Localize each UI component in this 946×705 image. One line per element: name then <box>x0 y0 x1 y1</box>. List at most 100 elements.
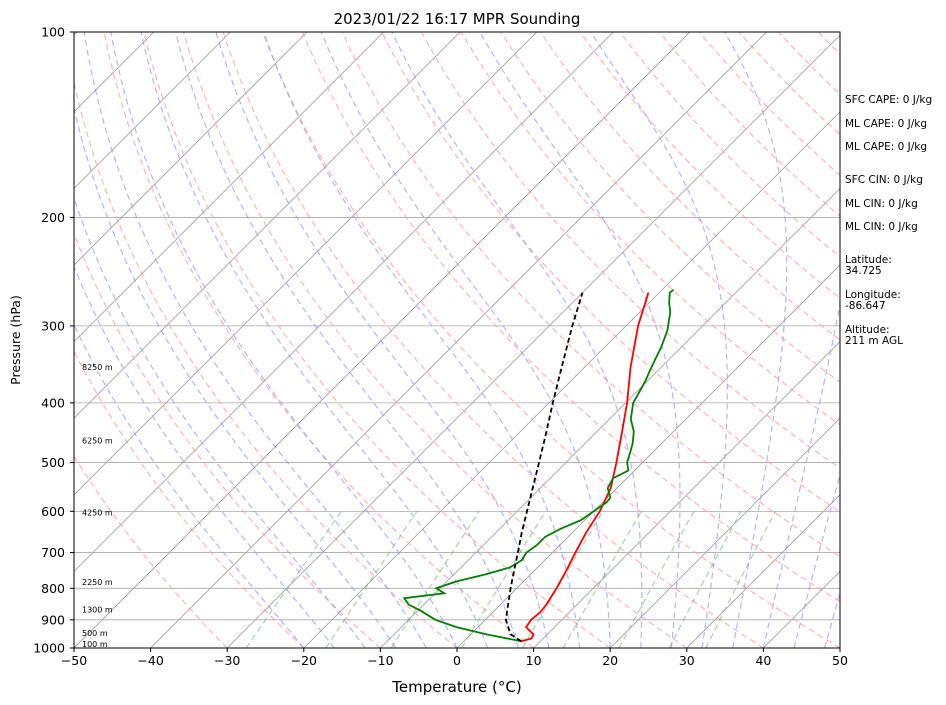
y-axis-ticks: 100 200 300 400 500 600 700 800 900 1000 <box>33 25 74 656</box>
isotherm-line <box>533 341 840 648</box>
isotherm-line <box>226 34 840 648</box>
moist-adiabat-line <box>215 32 550 648</box>
y-tick-label: 100 <box>41 25 65 40</box>
moist-adiabat-line <box>175 32 519 648</box>
y-tick-label: 200 <box>41 210 65 225</box>
x-tick-label: 20 <box>602 653 618 668</box>
x-tick-label: −50 <box>61 653 87 668</box>
isotherm-line <box>303 111 840 648</box>
y-tick-label: 600 <box>41 504 65 519</box>
mixing-ratio-line <box>461 510 547 648</box>
y-tick-label: 700 <box>41 545 65 560</box>
isotherm-line <box>74 32 691 648</box>
moist-adiabat-line <box>263 32 581 648</box>
ml-cin-text-1: ML CIN: 0 J/kg <box>845 198 918 210</box>
sfc-cape-text: SFC CAPE: 0 J/kg <box>845 94 933 106</box>
x-tick-label: 50 <box>832 653 848 668</box>
mixing-ratio-line <box>562 510 642 648</box>
isotherm-line <box>380 187 840 648</box>
plot-frame <box>73 31 841 649</box>
ml-cape-text-1: ML CAPE: 0 J/kg <box>845 118 928 130</box>
dry-adiabat-line <box>182 32 688 648</box>
isotherm-line <box>74 32 384 343</box>
height-label: 1300 m <box>82 606 113 615</box>
mixing-ratio-line <box>390 510 480 648</box>
height-label: 4250 m <box>82 509 113 518</box>
x-axis-label: Temperature (°C) <box>391 678 521 696</box>
temperature-line <box>520 292 650 643</box>
y-tick-label: 500 <box>41 455 65 470</box>
x-axis-ticks: −50 −40 −30 −20 −10 0 10 20 30 40 50 <box>61 648 848 668</box>
y-tick-label: 1000 <box>33 641 65 656</box>
moist-adiabat-line <box>824 590 840 648</box>
isotherm-line <box>74 32 614 572</box>
mixing-ratio-line <box>668 511 742 648</box>
x-tick-label: 30 <box>679 653 695 668</box>
height-labels: 100 m 500 m 1300 m 2250 m 4250 m 6250 m 8250 m <box>82 363 113 649</box>
altitude-text: Altitude: 211 m AGL <box>845 324 903 347</box>
isotherm-line <box>74 32 155 113</box>
isotherm-line <box>74 32 308 266</box>
moist-adiabat-line <box>590 32 729 648</box>
isotherm-line <box>74 32 231 189</box>
moist-adiabat-line <box>74 265 335 648</box>
parcel-profile-line <box>504 292 584 642</box>
moist-adiabat-line <box>724 32 788 648</box>
mixing-ratio-line <box>245 510 342 648</box>
x-tick-label: −20 <box>291 653 317 668</box>
y-tick-label: 800 <box>41 581 65 596</box>
moist-adiabat-line <box>479 32 681 648</box>
latitude-text: Latitude: 34.725 <box>845 254 892 277</box>
moist-adiabat-line <box>83 32 427 648</box>
series-lines <box>402 288 675 643</box>
moist-adiabat-line <box>320 32 611 648</box>
isotherm-line <box>74 32 461 419</box>
dry-adiabat-line <box>103 32 534 648</box>
x-tick-label: −10 <box>367 653 393 668</box>
ml-cape-text-2: ML CAPE: 0 J/kg <box>845 141 928 153</box>
mixing-ratio-line <box>325 510 418 648</box>
mixing-ratio-line <box>618 511 695 648</box>
mixing-ratio-line <box>521 510 604 648</box>
background-lines <box>0 32 840 648</box>
moist-adiabat-line <box>110 32 458 648</box>
dry-adiabat-line <box>579 32 840 300</box>
height-label: 8250 m <box>82 363 113 372</box>
dry-adiabat-line <box>74 79 458 648</box>
isotherm-line <box>0 32 1 648</box>
dewpoint-line <box>402 288 675 643</box>
moist-adiabat-line <box>391 32 643 648</box>
moist-adiabat-line <box>762 301 840 648</box>
height-label: 2250 m <box>82 578 113 587</box>
moist-adiabat-line <box>74 196 366 648</box>
chart-title: 2023/01/22 16:17 MPR Sounding <box>334 10 581 28</box>
dry-adiabat-line <box>222 32 764 648</box>
x-tick-label: 40 <box>755 653 771 668</box>
height-label: 500 m <box>82 629 108 638</box>
y-axis-label: Pressure (hPa) <box>8 295 23 385</box>
height-label: 100 m <box>82 640 108 649</box>
sfc-cin-text: SFC CIN: 0 J/kg <box>845 174 923 186</box>
y-tick-label: 400 <box>41 395 65 410</box>
isotherm-line <box>609 417 840 648</box>
dry-adiabat-line <box>74 350 305 648</box>
isotherm-line <box>150 32 767 648</box>
x-tick-label: 0 <box>453 653 461 668</box>
dry-adiabat-line <box>143 32 611 648</box>
dry-adiabat-line <box>74 455 228 648</box>
x-tick-label: −30 <box>214 653 240 668</box>
ml-cin-text-2: ML CIN: 0 J/kg <box>845 221 918 233</box>
moist-adiabat-line <box>74 106 397 648</box>
x-tick-label: −40 <box>137 653 163 668</box>
x-tick-label: 10 <box>526 653 542 668</box>
y-tick-label: 300 <box>41 318 65 333</box>
longitude-text: Longitude: -86.647 <box>845 289 901 312</box>
isotherm-line <box>74 32 538 496</box>
height-label: 6250 m <box>82 436 113 445</box>
y-tick-label: 900 <box>41 612 65 627</box>
moist-adiabat-line <box>793 473 840 648</box>
isotherm-line <box>686 494 840 648</box>
dry-adiabat-line <box>262 32 840 648</box>
moist-adiabat-line <box>140 32 489 648</box>
